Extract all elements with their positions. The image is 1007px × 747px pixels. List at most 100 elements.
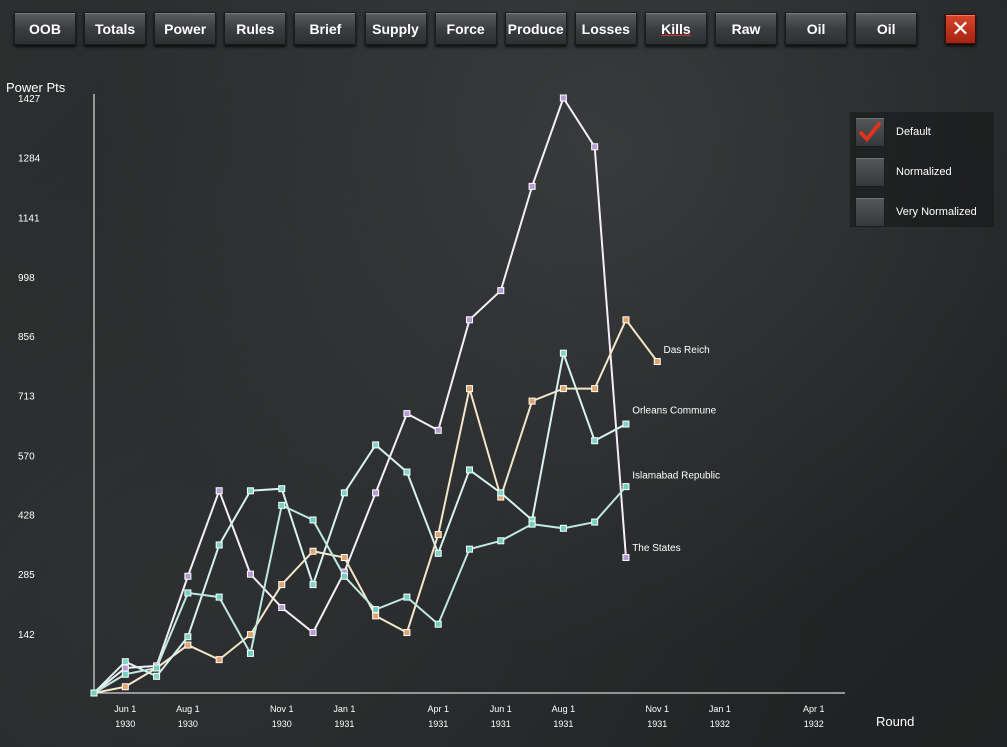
- data-point-islamabad-republic: [591, 518, 599, 526]
- x-tick-label: 1931: [491, 719, 511, 729]
- tab-force[interactable]: Force: [434, 12, 497, 45]
- series-line-das-reich: [93, 317, 659, 694]
- data-point-the-states: [309, 629, 317, 637]
- data-point-orleans-commune: [434, 549, 442, 557]
- data-point-das-reich: [591, 385, 599, 393]
- y-tick-label: 1427: [18, 94, 41, 105]
- option-normalized[interactable]: Normalized: [855, 156, 952, 188]
- data-point-orleans-commune: [497, 489, 505, 497]
- data-point-das-reich: [340, 553, 348, 561]
- option-checkbox[interactable]: [855, 157, 885, 187]
- x-tick-label: Jan 1: [709, 704, 731, 714]
- x-tick-label: Nov 1: [270, 704, 294, 714]
- close-button[interactable]: ✕: [945, 14, 976, 44]
- tab-label: Brief: [309, 20, 342, 37]
- y-tick-label: 428: [18, 511, 35, 522]
- data-point-das-reich: [246, 631, 254, 639]
- data-point-islamabad-republic: [559, 524, 567, 532]
- x-tick-label: 1931: [334, 719, 354, 729]
- data-point-das-reich: [278, 581, 286, 589]
- option-checkbox[interactable]: [855, 117, 885, 147]
- data-point-islamabad-republic: [403, 593, 411, 601]
- y-tick-label: 998: [18, 273, 35, 284]
- data-point-das-reich: [434, 531, 442, 539]
- x-tick-label: Apr 1: [803, 704, 825, 714]
- y-tick-label: 1284: [18, 154, 41, 165]
- option-label: Default: [896, 126, 931, 138]
- data-point-islamabad-republic: [528, 520, 536, 528]
- data-point-the-states: [278, 604, 286, 612]
- data-point-das-reich: [653, 358, 661, 366]
- data-point-the-states: [246, 570, 254, 578]
- data-point-the-states: [184, 572, 192, 580]
- x-tick-label: 1931: [647, 719, 667, 729]
- option-checkbox[interactable]: [855, 197, 885, 227]
- data-point-orleans-commune: [559, 349, 567, 357]
- data-point-islamabad-republic: [497, 537, 505, 545]
- x-tick-label: Aug 1: [176, 704, 200, 714]
- option-very-normalized[interactable]: Very Normalized: [855, 196, 977, 228]
- x-tick-label: 1930: [115, 719, 135, 729]
- data-point-orleans-commune: [591, 437, 599, 445]
- data-point-the-states: [622, 553, 630, 561]
- x-axis-title: Round: [876, 714, 915, 729]
- data-point-the-states: [121, 664, 129, 672]
- data-point-islamabad-republic: [278, 501, 286, 509]
- y-tick-label: 713: [18, 392, 35, 403]
- tab-label: Produce: [507, 20, 564, 37]
- tab-label: OOB: [29, 20, 61, 37]
- data-point-islamabad-republic: [215, 593, 223, 601]
- tab-produce[interactable]: Produce: [504, 12, 567, 45]
- tab-power[interactable]: Power: [154, 12, 217, 45]
- data-point-islamabad-republic: [153, 664, 161, 672]
- close-icon: ✕: [951, 16, 970, 42]
- data-point-islamabad-republic: [90, 689, 98, 697]
- series-line-the-states: [93, 95, 627, 694]
- tab-rules[interactable]: Rules: [224, 12, 287, 45]
- tab-label: Supply: [372, 20, 419, 37]
- tab-supply[interactable]: Supply: [364, 12, 427, 45]
- data-point-islamabad-republic: [246, 649, 254, 657]
- data-point-das-reich: [403, 629, 411, 637]
- data-point-orleans-commune: [153, 672, 161, 680]
- data-point-the-states: [372, 489, 380, 497]
- x-tick-label: 1930: [178, 719, 198, 729]
- y-tick-label: 1141: [18, 213, 40, 224]
- tab-losses[interactable]: Losses: [574, 12, 637, 45]
- y-tick-label: 856: [18, 332, 35, 343]
- tab-label: Totals: [94, 20, 136, 37]
- data-point-das-reich: [215, 656, 223, 664]
- series-label: Orleans Commune: [632, 406, 716, 417]
- series-label: Das Reich: [664, 345, 710, 356]
- tab-raw[interactable]: Raw: [715, 12, 777, 45]
- option-default[interactable]: Default: [855, 116, 931, 148]
- data-point-orleans-commune: [278, 485, 286, 493]
- tab-totals[interactable]: Totals: [84, 12, 147, 45]
- data-point-the-states: [403, 410, 411, 418]
- tab-oil-2[interactable]: Oil: [855, 12, 918, 45]
- y-tick-label: 142: [18, 630, 35, 641]
- data-point-das-reich: [309, 547, 317, 555]
- data-point-das-reich: [372, 612, 380, 620]
- data-point-islamabad-republic: [121, 670, 129, 678]
- x-tick-label: 1931: [428, 719, 448, 729]
- data-point-the-states: [497, 287, 505, 295]
- series-label: The States: [632, 543, 680, 554]
- data-point-das-reich: [622, 316, 630, 324]
- data-point-orleans-commune: [121, 658, 129, 666]
- series-line-orleans-commune: [93, 349, 627, 694]
- tab-oil[interactable]: Oil: [785, 12, 848, 45]
- data-point-islamabad-republic: [622, 483, 630, 491]
- series-line-islamabad-republic: [93, 485, 627, 694]
- data-point-islamabad-republic: [309, 516, 317, 524]
- data-point-das-reich: [184, 641, 192, 649]
- series-label: Islamabad Republic: [632, 470, 720, 481]
- tab-oob[interactable]: OOB: [14, 12, 76, 45]
- tab-brief[interactable]: Brief: [294, 12, 357, 45]
- data-point-islamabad-republic: [184, 589, 192, 597]
- data-point-das-reich: [528, 397, 536, 405]
- data-point-the-states: [434, 426, 442, 434]
- tab-kills[interactable]: Kills: [644, 12, 707, 45]
- data-point-islamabad-republic: [434, 620, 442, 628]
- x-tick-label: Apr 1: [427, 704, 449, 714]
